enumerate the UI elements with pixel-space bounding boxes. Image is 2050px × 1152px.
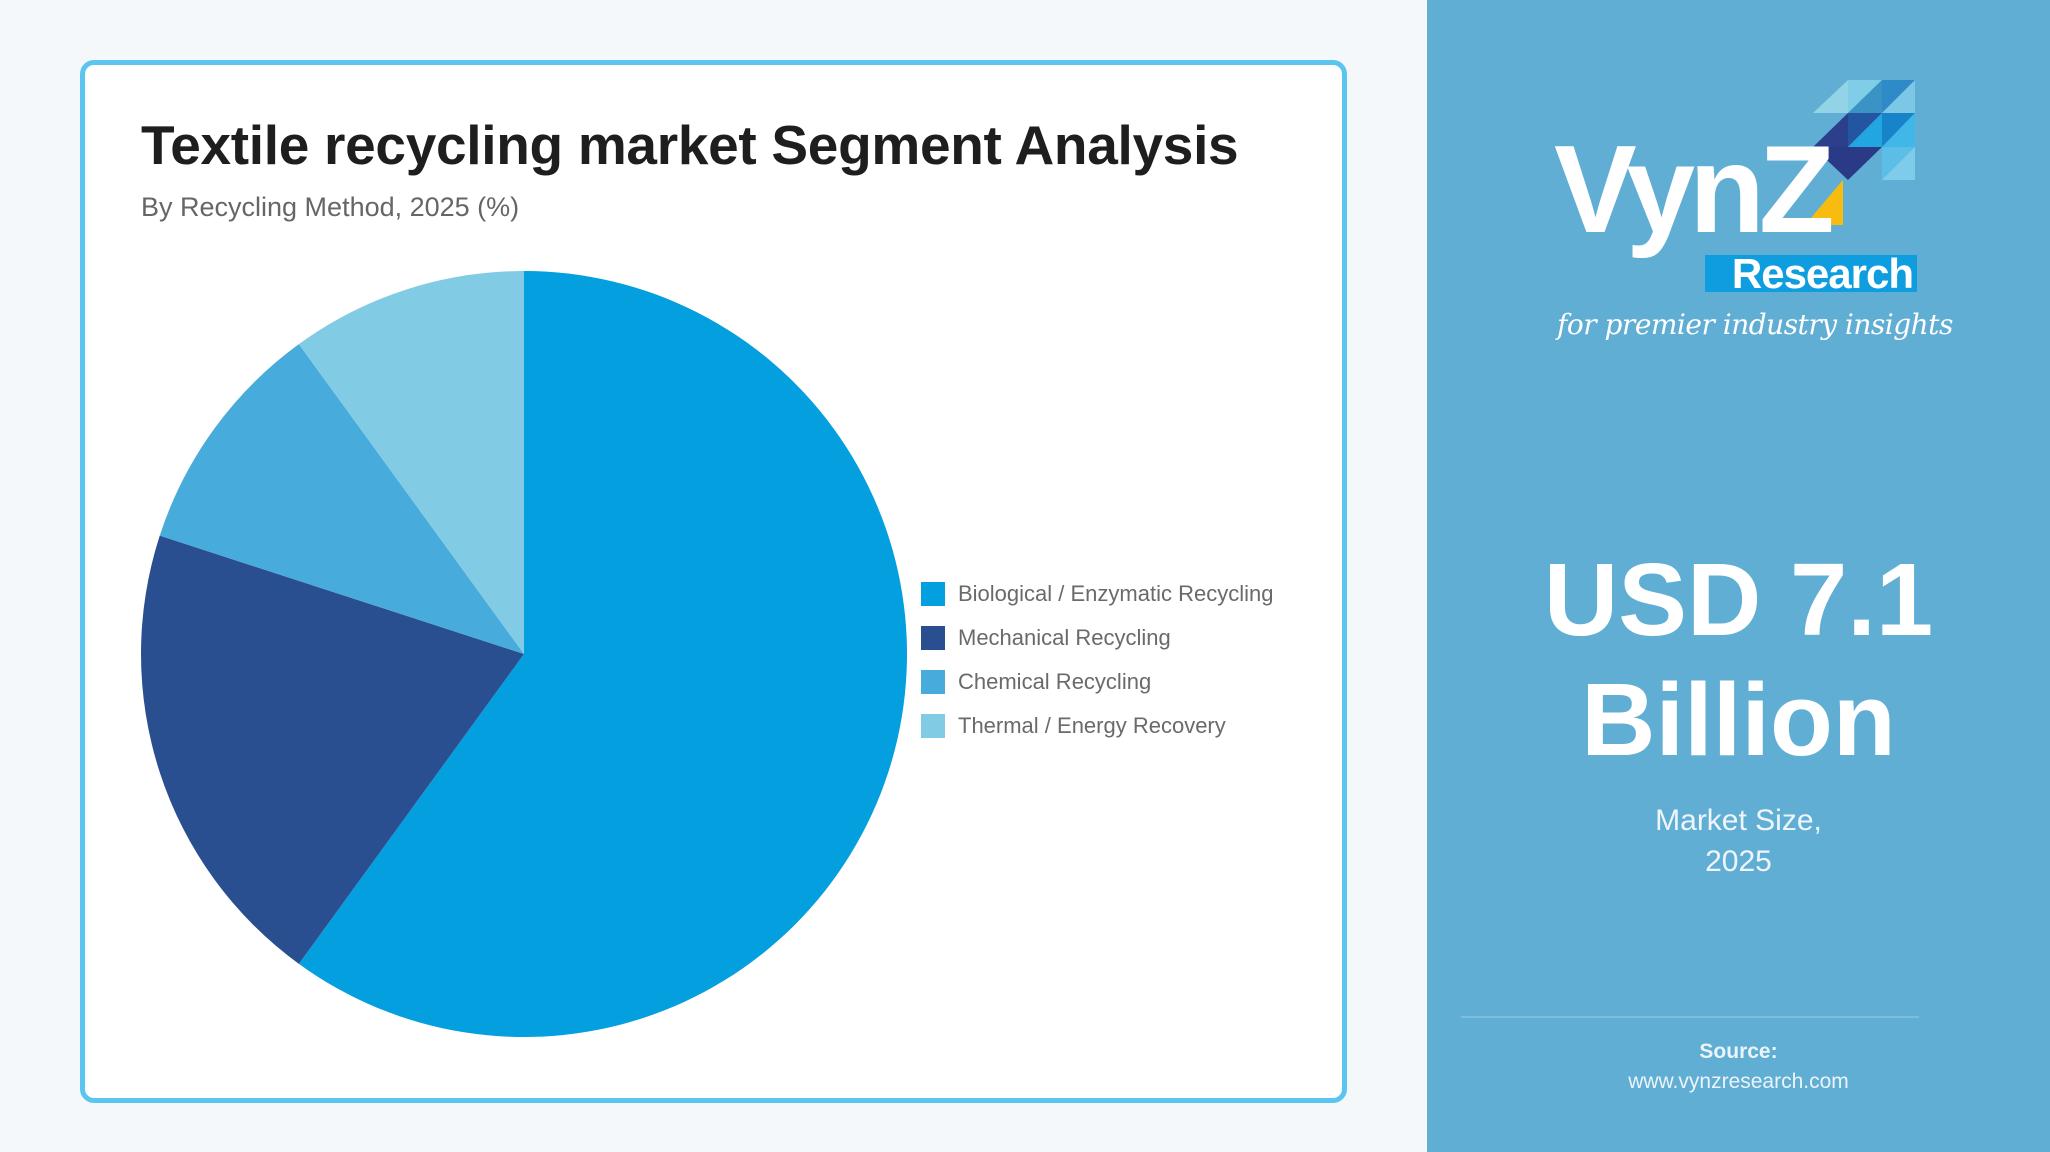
- market-label-line2: 2025: [1705, 845, 1772, 878]
- chart-subtitle: By Recycling Method, 2025 (%): [141, 192, 520, 222]
- vynz-research-logo: VynZ Research for premier industry insig…: [1427, 0, 2050, 380]
- divider: [1461, 1016, 1919, 1018]
- chart-card: Textile recycling market Segment Analysi…: [80, 60, 1347, 1103]
- logo-tagline: for premier industry insights: [1557, 308, 1953, 341]
- pie-slice[interactable]: [298, 271, 907, 1037]
- logo-brand-text: VynZ: [1554, 121, 1835, 259]
- market-value-line1: USD 7.1: [1543, 542, 1934, 657]
- legend-item-biological[interactable]: Biological / Enzymatic Recycling: [921, 572, 1273, 616]
- market-size-value: USD 7.1 Billion: [1427, 540, 2050, 780]
- market-size-label: Market Size, 2025: [1427, 800, 2050, 882]
- market-label-line1: Market Size,: [1655, 804, 1822, 837]
- legend-item-thermal[interactable]: Thermal / Energy Recovery: [921, 704, 1273, 748]
- market-summary-panel: VynZ Research for premier industry insig…: [1427, 0, 2050, 1152]
- pie-slice[interactable]: [159, 344, 524, 654]
- legend-label: Chemical Recycling: [958, 669, 1152, 694]
- logo-research-box: Research: [1705, 253, 1917, 295]
- market-value-line2: Billion: [1581, 662, 1896, 777]
- source-label: Source:: [1699, 1040, 1778, 1063]
- legend-item-chemical[interactable]: Chemical Recycling: [921, 660, 1273, 704]
- pie-chart: [141, 271, 907, 1037]
- legend-swatch: [921, 714, 945, 738]
- chart-legend: Biological / Enzymatic Recycling Mechani…: [921, 572, 1273, 748]
- pie-slice[interactable]: [298, 271, 524, 654]
- logo-mosaic-icon: [1805, 80, 1915, 225]
- legend-swatch: [921, 582, 945, 606]
- legend-swatch: [921, 626, 945, 650]
- legend-label: Mechanical Recycling: [958, 625, 1171, 650]
- chart-title: Textile recycling market Segment Analysi…: [141, 114, 1239, 176]
- legend-swatch: [921, 670, 945, 694]
- source-url[interactable]: www.vynzresearch.com: [1628, 1070, 1849, 1093]
- pie-slice[interactable]: [141, 535, 524, 964]
- legend-item-mechanical[interactable]: Mechanical Recycling: [921, 616, 1273, 660]
- legend-label: Thermal / Energy Recovery: [958, 713, 1226, 738]
- legend-label: Biological / Enzymatic Recycling: [958, 581, 1274, 606]
